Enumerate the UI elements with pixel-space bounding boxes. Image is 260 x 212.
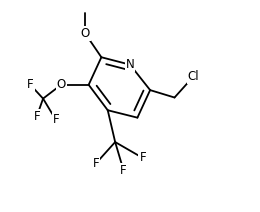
Text: F: F (27, 78, 34, 91)
Text: O: O (81, 27, 90, 40)
Text: F: F (93, 157, 99, 170)
Text: F: F (139, 151, 146, 165)
Text: F: F (120, 164, 127, 177)
Text: F: F (33, 110, 40, 123)
Text: Cl: Cl (188, 70, 199, 83)
Text: O: O (56, 78, 66, 91)
Text: F: F (53, 113, 59, 126)
Text: N: N (126, 58, 134, 71)
